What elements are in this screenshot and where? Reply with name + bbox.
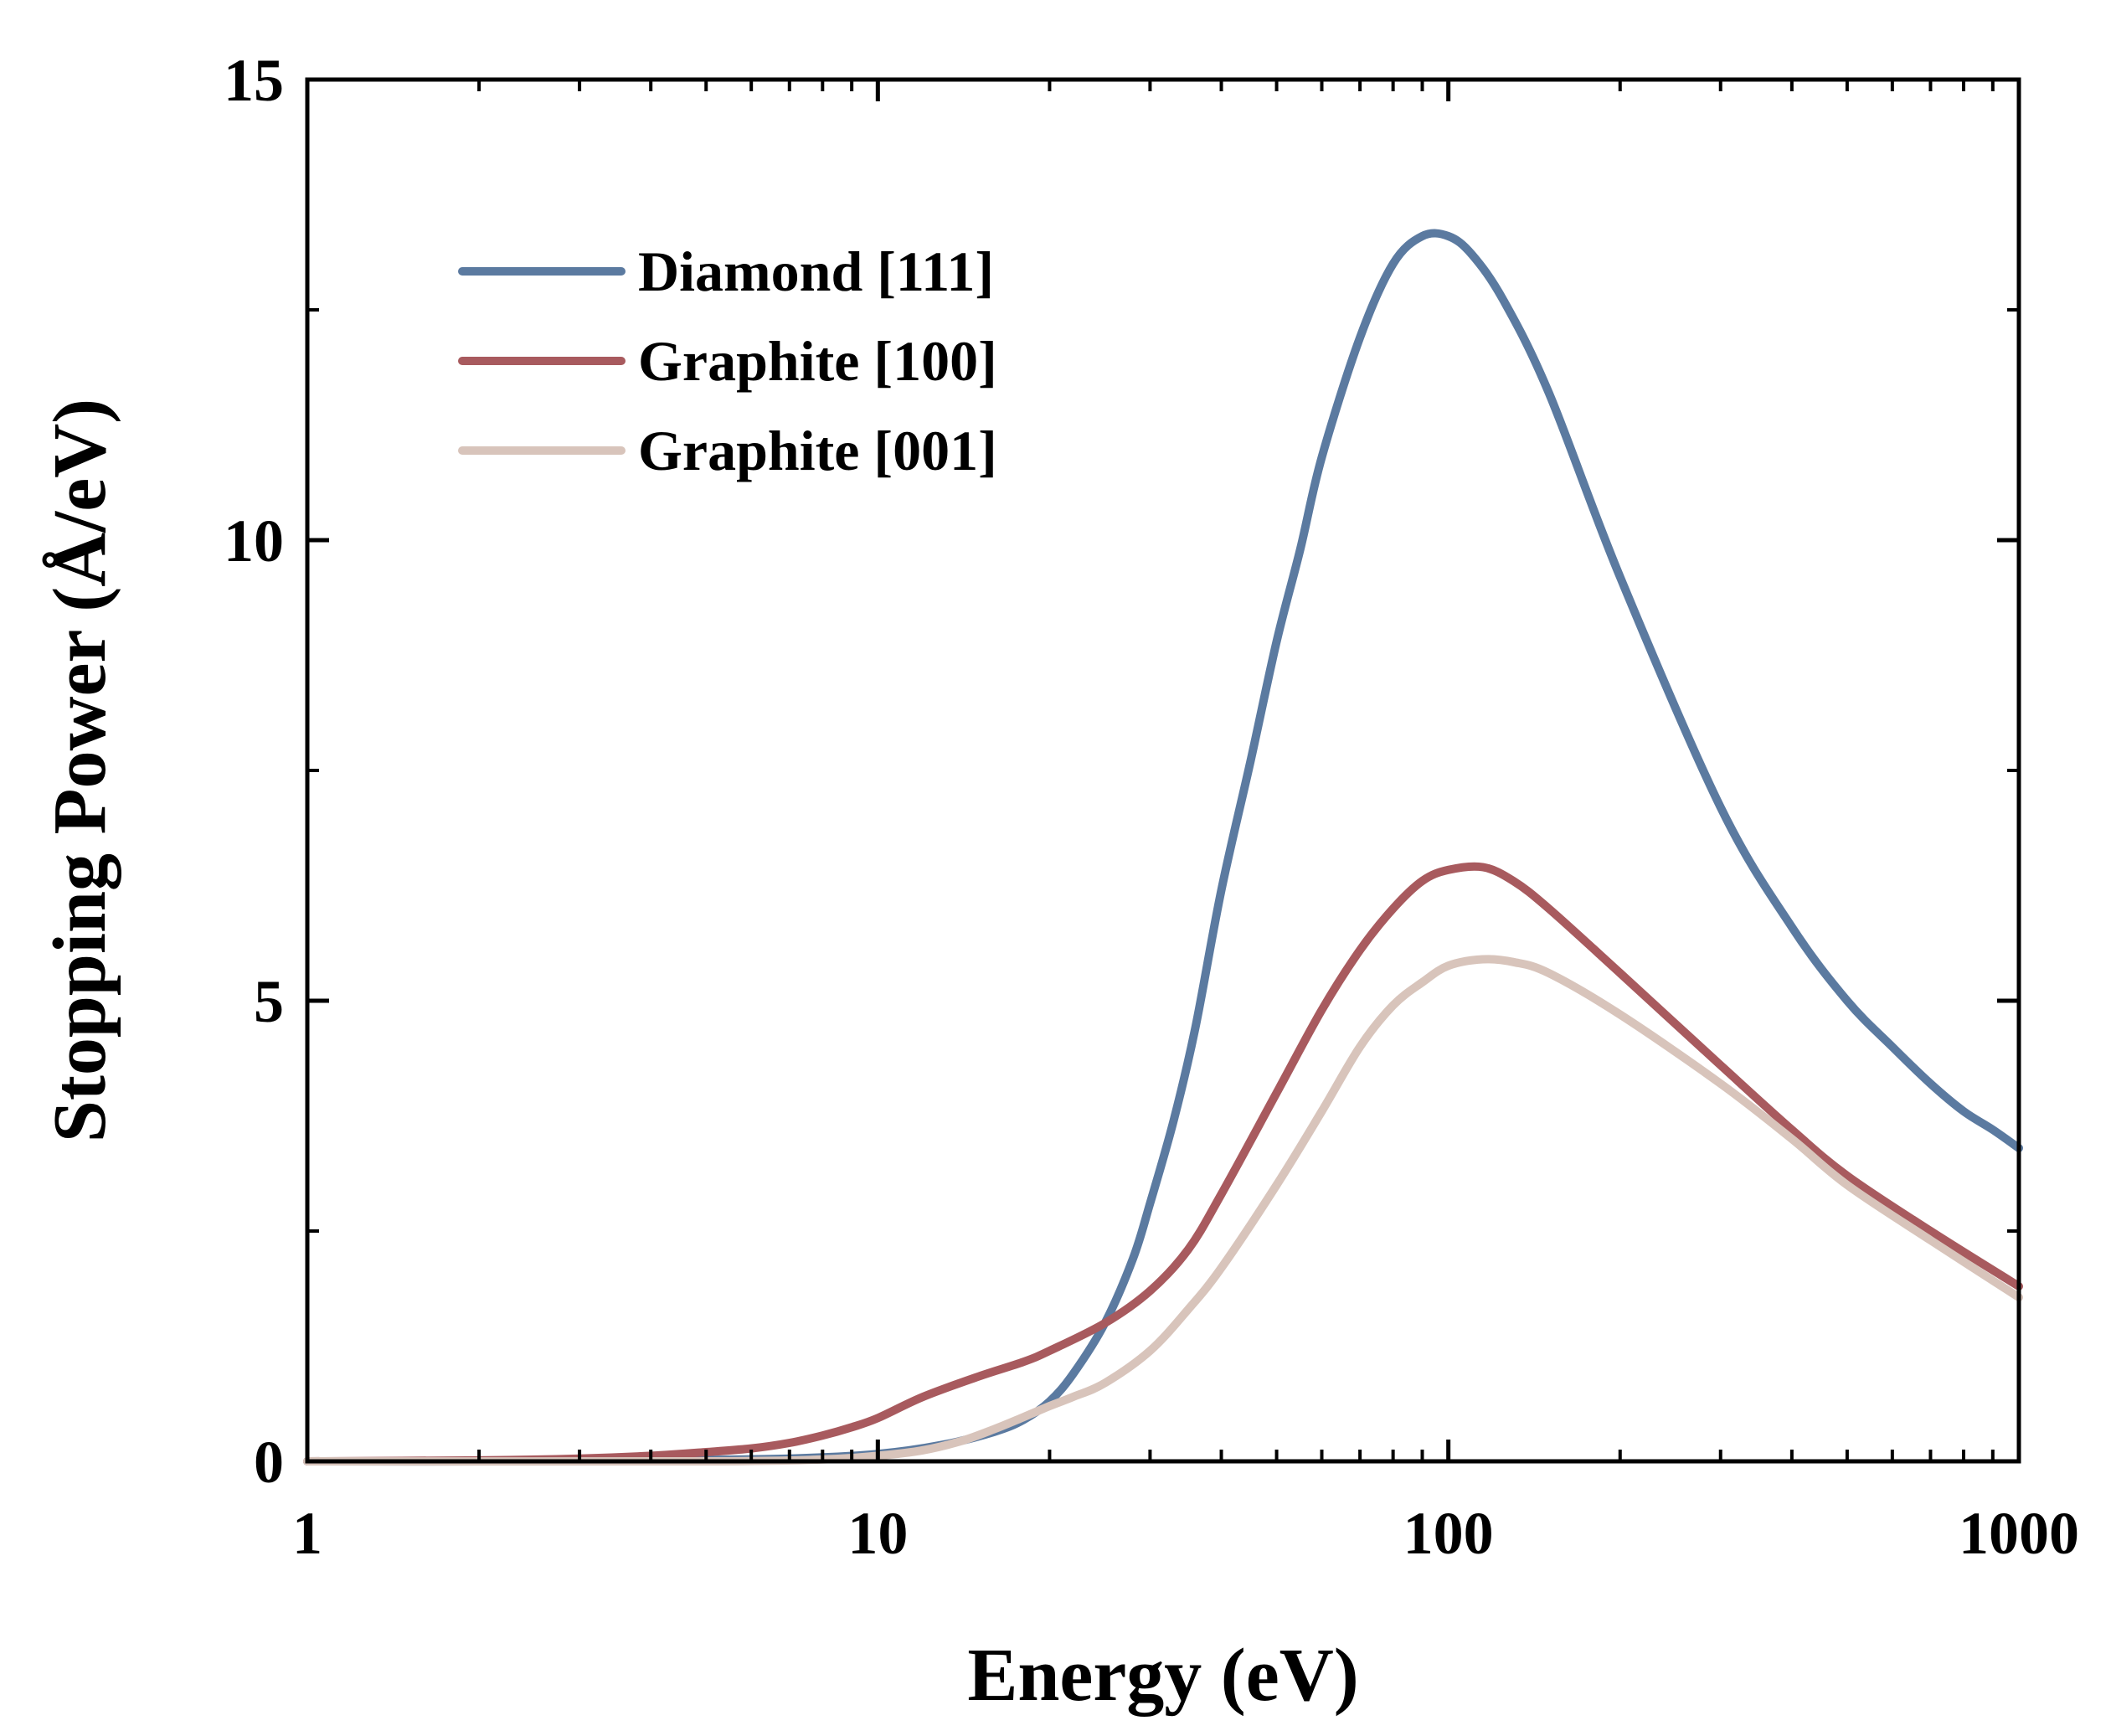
legend: Diamond [111] Graphite [100] Graphite [001… (458, 240, 997, 482)
y-tick-label: 10 (224, 507, 284, 574)
x-tick-label: 100 (1403, 1500, 1494, 1567)
y-axis-title: Stopping Power (Å/eV) (39, 399, 121, 1142)
y-tick-label: 15 (224, 47, 284, 114)
series-line-2 (303, 862, 2023, 1466)
legend-label-3: Graphite [001] (638, 419, 997, 482)
ticks-layer (305, 77, 2021, 1464)
legend-label-1: Diamond [111] (638, 240, 994, 303)
series-layer (303, 229, 2023, 1466)
y-tick-label: 5 (254, 968, 284, 1035)
legend-label-2: Graphite [100] (638, 329, 997, 393)
x-tick-label: 1000 (1959, 1500, 2079, 1567)
y-tick-label: 0 (254, 1429, 284, 1496)
x-axis-title: Energy (eV) (967, 1634, 1358, 1717)
x-tick-label: 1 (292, 1500, 322, 1567)
tick-labels-layer: 1 10 100 1000 0 5 10 15 (224, 47, 2079, 1567)
plot-frame (305, 77, 2021, 1464)
series-line-3 (303, 955, 2023, 1466)
x-tick-label: 10 (847, 1500, 908, 1567)
